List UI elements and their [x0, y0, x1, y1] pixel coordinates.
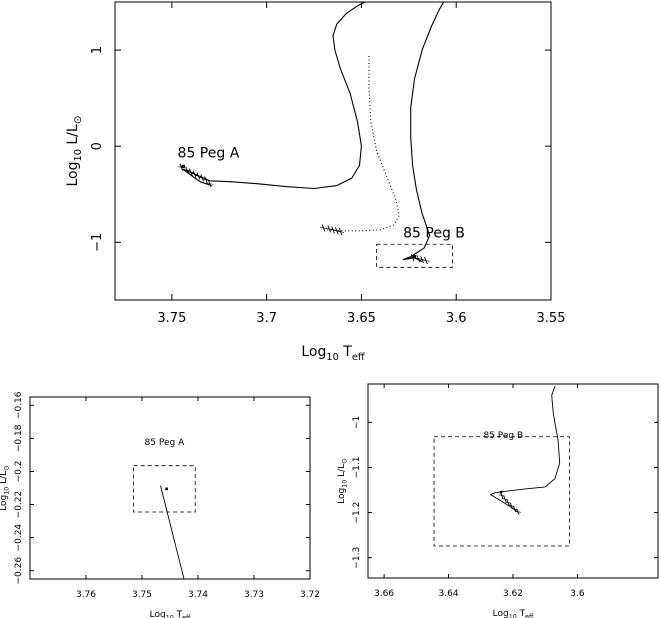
y-axis-label-sub: 10 — [342, 480, 349, 488]
y-tick-label: −0.2 — [14, 461, 24, 483]
track-hatch-mark — [337, 230, 345, 233]
plot-frame — [114, 1, 552, 301]
track-hatch-mark — [187, 171, 195, 174]
track-hatch-mark — [514, 510, 521, 513]
star-point — [412, 255, 417, 259]
y-axis-label-sub: 10 — [4, 487, 11, 495]
y-tick-label: 1 — [90, 46, 105, 54]
x-tick-label: 3.74 — [188, 590, 208, 600]
track-hatch-mark — [191, 173, 199, 176]
error-box — [376, 243, 453, 268]
x-axis-label: Log10 Teff — [301, 344, 365, 363]
y-axis-label: Log10 L/L⊙ — [0, 465, 11, 511]
plot-frame — [367, 383, 659, 579]
y-axis-label-ll: L/L — [337, 464, 347, 480]
y-tick-label: −0.18 — [14, 424, 24, 452]
star-label: 85 Peg A — [145, 438, 186, 448]
track-hatch-mark — [498, 494, 505, 497]
error-box — [433, 436, 570, 547]
data-layer — [133, 465, 196, 579]
y-tick-label: −0.16 — [14, 391, 24, 419]
evolution-track-2 — [402, 2, 445, 262]
x-axis-label-eff: eff — [352, 352, 365, 363]
x-axis-label-log: Log — [301, 344, 326, 360]
y-axis-label-log: Log — [65, 162, 81, 187]
y-tick-label: −1.3 — [352, 547, 362, 569]
y-axis-label-ll: L/L — [65, 124, 81, 149]
x-axis-label-sub: 10 — [326, 352, 338, 363]
track-hatch-mark — [422, 259, 430, 262]
x-axis-label-t: T — [174, 610, 183, 618]
track-hatch-mark — [198, 176, 206, 179]
x-tick-label: 3.62 — [503, 589, 523, 599]
y-tick-label: −0.22 — [14, 491, 24, 519]
y-axis-label-ll: L/L — [0, 471, 9, 487]
x-axis-label: Log10 Teff — [493, 609, 534, 618]
x-tick-label: 3.65 — [347, 311, 376, 326]
y-axis-label-log: Log — [0, 495, 9, 511]
y-axis-label-log: Log — [337, 488, 347, 504]
star-label: 85 Peg B — [483, 431, 523, 441]
star-label: 85 Peg B — [403, 226, 465, 242]
y-tick-label: −0.26 — [14, 557, 24, 585]
y-axis-label: Log10 L/L⊙ — [65, 115, 84, 186]
y-axis-label-sun: ⊙ — [341, 458, 349, 464]
x-tick-label: 3.73 — [244, 590, 264, 600]
chart-panel-1: 3.76 3.75 3.74 3.73 3.72 −0.16 −0.18 −0.2 −0.22 −… — [0, 391, 320, 618]
y-tick-label: −1 — [352, 416, 362, 429]
y-axis-label-sun: ⊙ — [3, 465, 11, 471]
evolution-track-0 — [160, 485, 185, 579]
y-axis-label: Log10 L/L⊙ — [337, 458, 349, 504]
evolution-track-0 — [489, 386, 561, 513]
y-axis-label-sun: ⊙ — [72, 115, 84, 124]
x-axis-label-eff: eff — [525, 614, 534, 618]
track-hatch-mark — [194, 174, 202, 177]
evolution-track-1 — [327, 54, 400, 232]
error-box — [133, 465, 196, 513]
star-label: 85 Peg A — [178, 146, 240, 162]
plot-frame — [29, 396, 311, 580]
data-layer — [433, 386, 570, 547]
data-layer — [177, 2, 453, 268]
y-axis-label-sub: 10 — [73, 149, 84, 161]
x-tick-label: 3.64 — [439, 589, 459, 599]
x-tick-label: 3.7 — [256, 311, 277, 326]
y-tick-label: 0 — [90, 142, 105, 150]
star-point — [165, 487, 168, 491]
y-tick-label: −1.2 — [352, 502, 362, 524]
x-tick-label: 3.72 — [300, 590, 320, 600]
y-tick-label: −1 — [90, 233, 105, 252]
x-axis-label-log: Log — [493, 609, 509, 618]
x-axis-label-t: T — [339, 344, 352, 360]
x-axis-label-t: T — [517, 609, 526, 618]
star-point — [181, 164, 185, 168]
x-tick-label: 3.75 — [157, 311, 186, 326]
track-hatch-mark — [501, 498, 509, 500]
x-tick-label: 3.75 — [132, 590, 152, 600]
x-tick-label: 3.55 — [537, 311, 566, 326]
x-tick-label: 3.76 — [76, 590, 96, 600]
y-tick-label: −0.24 — [14, 524, 24, 552]
track-hatch-mark — [183, 169, 191, 172]
x-tick-label: 3.6 — [446, 311, 467, 326]
evolution-track-0 — [182, 2, 367, 190]
star-point — [499, 490, 503, 494]
x-axis-label-log: Log — [150, 610, 166, 618]
y-tick-label: −1.1 — [352, 457, 362, 479]
x-tick-label: 3.6 — [570, 589, 585, 599]
x-tick-label: 3.66 — [374, 589, 394, 599]
x-axis-label-sub: 10 — [509, 614, 517, 618]
x-axis-label: Log10 Teff — [150, 610, 191, 618]
track-hatch-mark — [206, 182, 214, 185]
x-axis-label-sub: 10 — [166, 615, 174, 618]
x-axis-label-eff: eff — [182, 615, 191, 618]
